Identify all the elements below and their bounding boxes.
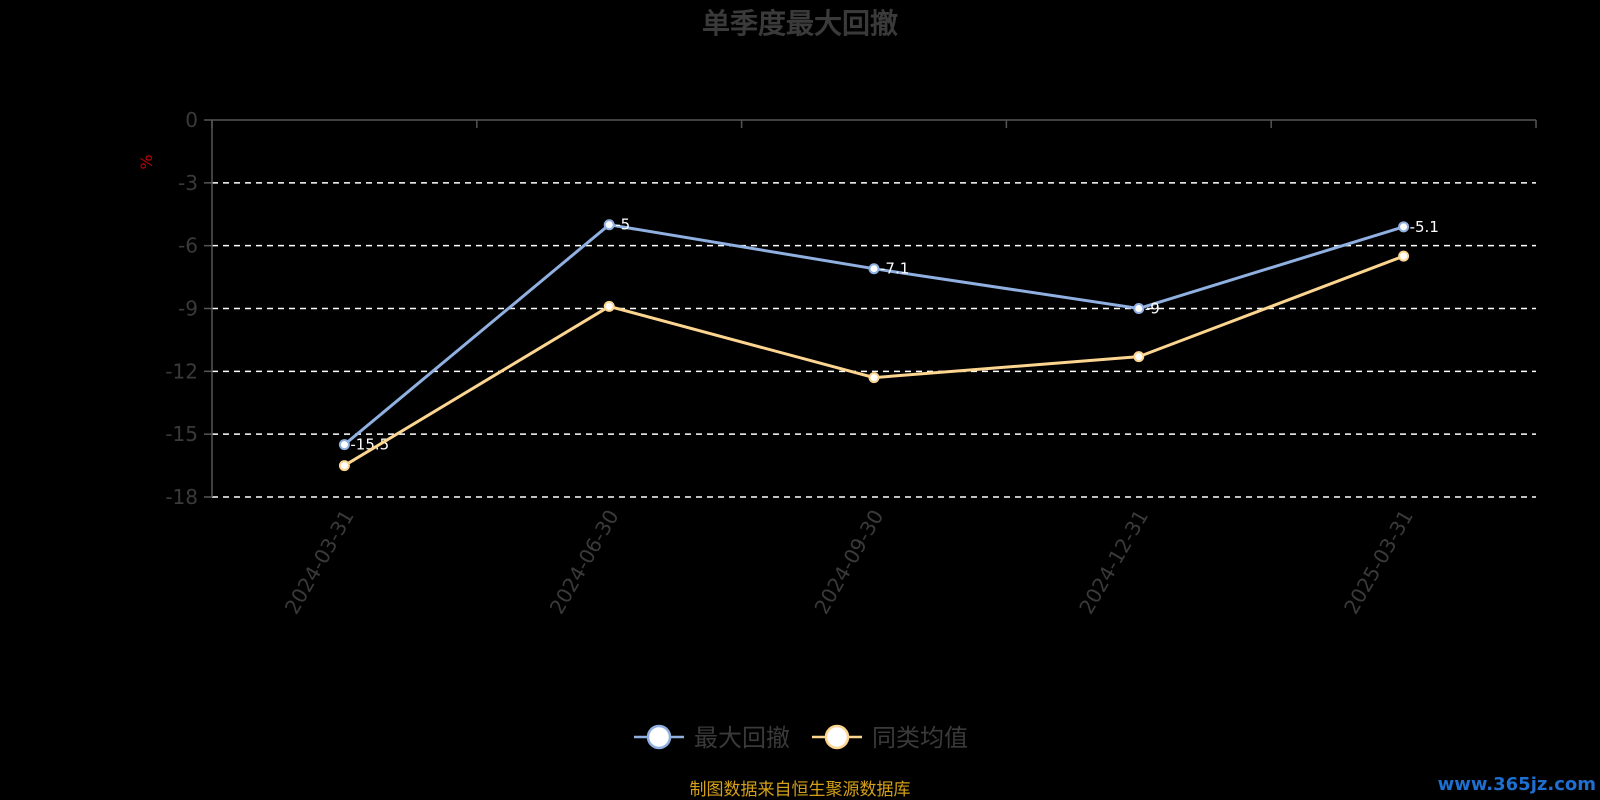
series-lines: -15.5 -5 -7.1 -9 -5.1 bbox=[338, 216, 1439, 472]
y-axis-unit-label: % bbox=[137, 154, 156, 169]
grid-lines bbox=[212, 182, 1536, 498]
y-tick-label: -3 bbox=[178, 171, 198, 195]
data-point[interactable] bbox=[1133, 351, 1145, 363]
data-point[interactable] bbox=[338, 439, 350, 451]
data-label: -5 bbox=[615, 216, 630, 234]
legend-item-0[interactable]: 最大回撤 bbox=[634, 724, 790, 752]
axes: 0 -3 -6 -9 -12 -15 -18 2024-03-31 2024-06-30 2024… bbox=[165, 108, 1537, 619]
data-label: -5.1 bbox=[1410, 218, 1439, 236]
data-point[interactable] bbox=[1398, 221, 1410, 233]
legend[interactable]: 最大回撤 同类均值 bbox=[634, 724, 968, 752]
data-point[interactable] bbox=[603, 219, 615, 231]
y-tick-label: -12 bbox=[165, 359, 198, 383]
x-tick-label: 2025-03-31 bbox=[1339, 506, 1418, 619]
x-tick-label: 2024-03-31 bbox=[280, 506, 359, 619]
y-tick-label: -6 bbox=[178, 234, 198, 258]
series-line-0 bbox=[343, 223, 1405, 446]
data-point[interactable] bbox=[868, 372, 880, 384]
legend-marker bbox=[646, 724, 672, 750]
y-tick-label: -9 bbox=[178, 297, 198, 321]
legend-label: 最大回撤 bbox=[694, 724, 790, 752]
data-point[interactable] bbox=[868, 263, 880, 275]
data-point[interactable] bbox=[1398, 250, 1410, 262]
x-tick-label: 2024-09-30 bbox=[809, 506, 888, 619]
legend-item-1[interactable]: 同类均值 bbox=[812, 724, 968, 752]
y-tick-label: -15 bbox=[165, 422, 198, 446]
data-source-note: 制图数据来自恒生聚源数据库 bbox=[690, 780, 911, 800]
watermark-logo: www.365jz.com bbox=[1438, 774, 1596, 795]
data-label: -9 bbox=[1145, 300, 1160, 318]
legend-label: 同类均值 bbox=[872, 724, 968, 752]
data-label: -7.1 bbox=[880, 260, 909, 278]
y-tick-label: -18 bbox=[165, 485, 198, 509]
data-point[interactable] bbox=[338, 460, 350, 472]
chart-title: 单季度最大回撤 bbox=[702, 7, 898, 40]
data-point[interactable] bbox=[603, 300, 615, 312]
x-tick-label: 2024-12-31 bbox=[1074, 506, 1153, 619]
data-point[interactable] bbox=[1133, 303, 1145, 314]
y-tick-label: 0 bbox=[185, 108, 198, 132]
x-tick-label: 2024-06-30 bbox=[545, 506, 624, 619]
data-label: -15.5 bbox=[350, 436, 389, 454]
legend-marker bbox=[824, 724, 850, 750]
